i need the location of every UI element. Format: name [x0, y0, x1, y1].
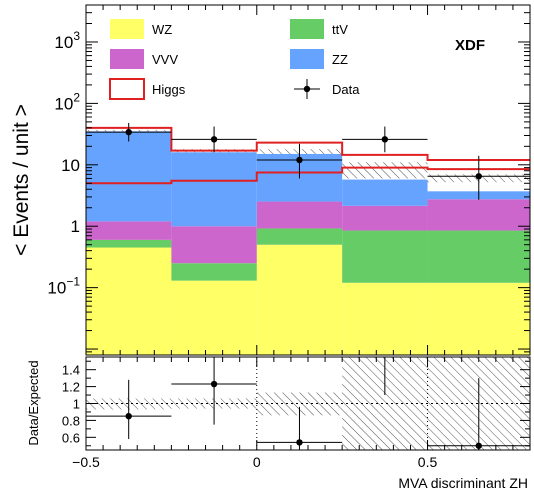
main-plot-area [86, 126, 530, 355]
stack-bar-ttv [342, 230, 428, 283]
data-point [381, 136, 389, 143]
ratio-y-tick-label: 0.6 [62, 430, 80, 445]
legend-swatch-higgs [109, 78, 145, 100]
stack-bar-vvv [171, 226, 257, 264]
uncertainty-band [342, 162, 428, 179]
legend-label-vvv: VVV [152, 52, 178, 67]
ratio-point [210, 380, 218, 388]
legend-swatch-ttv [290, 19, 324, 39]
y-tick-label: 102 [54, 90, 80, 113]
ratio-plot-area [86, 357, 530, 450]
stack-bar-zz [342, 179, 428, 206]
stack-bar-wz [171, 280, 257, 355]
data-point [125, 128, 132, 136]
ratio-point [125, 412, 132, 420]
stack-bar-zz [86, 131, 172, 222]
y-tick-label: 103 [54, 29, 80, 52]
ratio-point [296, 439, 303, 446]
stack-bar-ttv [86, 239, 172, 248]
stack-bar-ttv [171, 263, 257, 281]
legend-swatch-vvv [110, 49, 144, 69]
y-tick-label: 10−1 [47, 275, 80, 298]
experiment-label: XDF [455, 37, 485, 54]
labels: XDF MVA discriminant ZH < Events / unit > D… [10, 37, 528, 491]
stack-bar-wz [256, 244, 343, 355]
ratio-y-tick-label: 1.2 [62, 380, 80, 395]
stack-bar-zz [171, 152, 257, 227]
stack-bar-ttv [427, 230, 530, 283]
x-tick-label: 0.5 [418, 454, 438, 470]
stack-bar-wz [427, 282, 530, 355]
legend-label-wz: WZ [152, 22, 172, 37]
stack-bar-vvv [427, 199, 530, 231]
stack-bar-vvv [256, 201, 343, 229]
legend: WZ ttV VVV ZZ Higgs Data [109, 19, 360, 100]
y-tick-label: 10 [61, 156, 80, 175]
legend-swatch-zz [290, 49, 324, 69]
data-point [210, 136, 218, 143]
x-tick-label: −0.5 [72, 454, 100, 470]
y-axis-title: < Events / unit > [10, 104, 33, 256]
legend-label-ttv: ttV [332, 22, 348, 37]
legend-label-higgs: Higgs [152, 82, 186, 97]
ratio-y-tick-label: 1.4 [62, 363, 80, 378]
legend-data-marker [303, 85, 311, 93]
y-tick-label: 1 [71, 217, 80, 236]
ratio-y-tick-label: 0.8 [62, 413, 80, 428]
x-tick-label: 0 [253, 454, 261, 470]
stack-bar-wz [86, 247, 172, 355]
legend-label-zz: ZZ [332, 52, 348, 67]
main-plot-overlay [86, 122, 530, 200]
stack-bar-vvv [86, 221, 172, 240]
legend-swatch-wz [110, 19, 144, 39]
x-axis-title: MVA discriminant ZH [398, 475, 528, 491]
stack-bar-ttv [256, 228, 343, 245]
stack-bar-vvv [342, 205, 428, 231]
stack-bar-wz [342, 282, 428, 355]
ratio-uncertainty-band [256, 392, 343, 416]
data-point [296, 156, 303, 164]
legend-label-data: Data [332, 82, 360, 97]
ratio-y-axis-title: Data/Expected [26, 360, 41, 445]
ratio-y-tick-label: 1 [73, 397, 80, 412]
data-point [475, 173, 482, 180]
